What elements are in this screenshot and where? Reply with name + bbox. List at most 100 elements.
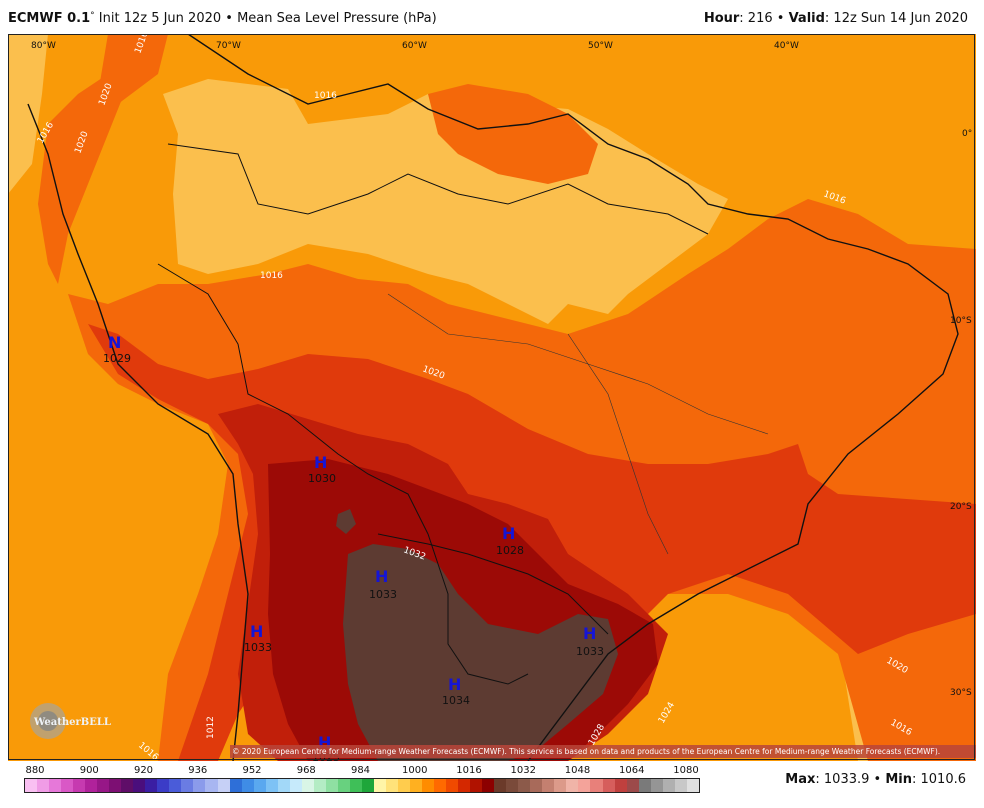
svg-text:1030: 1030 xyxy=(308,472,336,485)
colorbar-swatch xyxy=(25,779,38,792)
svg-text:1028: 1028 xyxy=(496,544,524,557)
coastline-east xyxy=(187,34,959,761)
colorbar-swatch xyxy=(265,779,278,792)
colorbar-swatch xyxy=(169,779,182,792)
colorbar-swatch xyxy=(193,779,206,792)
border-bolivia xyxy=(157,263,529,685)
lon-label-70w: 70°W xyxy=(216,41,241,51)
border-brazil xyxy=(167,143,709,235)
svg-text:H: H xyxy=(314,453,327,472)
colorbar-swatch xyxy=(361,779,374,792)
copyright-band xyxy=(230,745,976,758)
colorbar-label: 1080 xyxy=(673,765,699,776)
colorbar-swatch xyxy=(554,779,567,792)
colorbar-swatch xyxy=(145,779,158,792)
pressure-center: N 1029 xyxy=(103,333,131,365)
zone-1034-spot xyxy=(336,509,356,534)
pressure-center: H 1033 xyxy=(369,567,397,601)
max-min-stats: Max: 1033.9 • Min: 1010.6 xyxy=(785,772,966,787)
svg-text:1034: 1034 xyxy=(442,694,470,707)
colorbar-swatch xyxy=(121,779,134,792)
title-right: Hour: 216 • Valid: 12z Sun 14 Jun 2020 xyxy=(703,11,968,26)
colorbar-label: 880 xyxy=(25,765,45,776)
colorbar-swatch xyxy=(614,779,627,792)
colorbar-swatch xyxy=(241,779,254,792)
colorbar-swatch xyxy=(470,779,483,792)
copyright-text: © 2020 European Centre for Medium-range … xyxy=(232,747,941,756)
svg-text:H: H xyxy=(502,524,515,543)
colorbar-label: 1032 xyxy=(510,765,536,776)
lon-label-80w: 80°W xyxy=(31,41,56,51)
lon-label-60w: 60°W xyxy=(402,41,427,51)
border-paraguay xyxy=(377,533,609,635)
colorbar-swatch xyxy=(458,779,471,792)
colorbar-swatch xyxy=(686,779,699,792)
colorbar-swatch xyxy=(434,779,447,792)
product-name: Mean Sea Level Pressure (hPa) xyxy=(237,11,437,26)
svg-text:1033: 1033 xyxy=(244,641,272,654)
zone-1034 xyxy=(343,544,618,761)
pressure-center: H 1030 xyxy=(308,453,336,485)
title-left: ECMWF 0.1° Init 12z 5 Jun 2020 • Mean Se… xyxy=(8,11,437,26)
colorbar-label: 920 xyxy=(133,765,154,776)
colorbar-swatch xyxy=(109,779,122,792)
svg-text:H: H xyxy=(583,624,596,643)
colorbar-swatch xyxy=(518,779,531,792)
zone-1020-north xyxy=(428,84,598,184)
colorbar-swatch xyxy=(313,779,326,792)
zone-1020-peru-strip xyxy=(38,74,128,284)
colorbar-swatch xyxy=(626,779,639,792)
colorbar xyxy=(24,778,700,793)
colorbar-swatch xyxy=(325,779,338,792)
svg-text:H: H xyxy=(250,622,263,641)
colorbar-swatch xyxy=(157,779,170,792)
colorbar-swatch xyxy=(602,779,615,792)
hour-label: Hour xyxy=(703,11,740,26)
colorbar-label: 1048 xyxy=(564,765,591,776)
lon-label-50w: 50°W xyxy=(588,41,613,51)
weatherbell-logo: WeatherBELL xyxy=(30,703,111,739)
colorbar-label: 952 xyxy=(242,765,262,776)
colorbar-swatch xyxy=(205,779,218,792)
colorbar-swatch xyxy=(277,779,290,792)
colorbar-swatch xyxy=(373,779,386,792)
colorbar-swatch xyxy=(542,779,555,792)
valid-label: Valid xyxy=(788,11,825,26)
lat-label-10s: 10°S xyxy=(950,316,972,326)
pressure-center: H 1028 xyxy=(496,524,524,557)
colorbar-swatch xyxy=(37,779,50,792)
colorbar-label: 984 xyxy=(350,765,371,776)
colorbar-swatch xyxy=(674,779,687,792)
svg-text:N: N xyxy=(108,333,121,352)
colorbar-swatch xyxy=(506,779,519,792)
max-value: : 1033.9 xyxy=(815,772,870,787)
border-interior2 xyxy=(567,333,669,555)
colorbar-swatch xyxy=(85,779,98,792)
isobar-label: 1016 xyxy=(314,91,337,101)
colorbar-swatch xyxy=(494,779,507,792)
lat-label-20s: 20°S xyxy=(950,502,972,512)
colorbar-label: 900 xyxy=(79,765,99,776)
colorbar-swatch xyxy=(49,779,62,792)
model-name: ECMWF 0.1 xyxy=(8,11,91,26)
colorbar-swatch xyxy=(410,779,423,792)
zone-1020-nw-coast xyxy=(98,34,168,104)
colorbar-swatch xyxy=(349,779,362,792)
pressure-center: H 1033 xyxy=(244,622,272,654)
colorbar-swatch xyxy=(301,779,314,792)
colorbar-swatch xyxy=(638,779,651,792)
colorbar-swatch xyxy=(181,779,194,792)
colorbar-swatch xyxy=(97,779,110,792)
coastline xyxy=(27,103,249,761)
svg-text:H: H xyxy=(375,567,388,586)
colorbar-swatch xyxy=(566,779,579,792)
colorbar-swatch xyxy=(590,779,603,792)
colorbar-swatch xyxy=(229,779,242,792)
colorbar-swatch xyxy=(73,779,86,792)
svg-text:WeatherBELL: WeatherBELL xyxy=(33,717,111,728)
pressure-center: H 1034 xyxy=(442,675,470,707)
colorbar-swatch xyxy=(253,779,266,792)
colorbar-label: 1016 xyxy=(456,765,482,776)
colorbar-swatch xyxy=(133,779,146,792)
max-label: Max xyxy=(785,772,816,787)
